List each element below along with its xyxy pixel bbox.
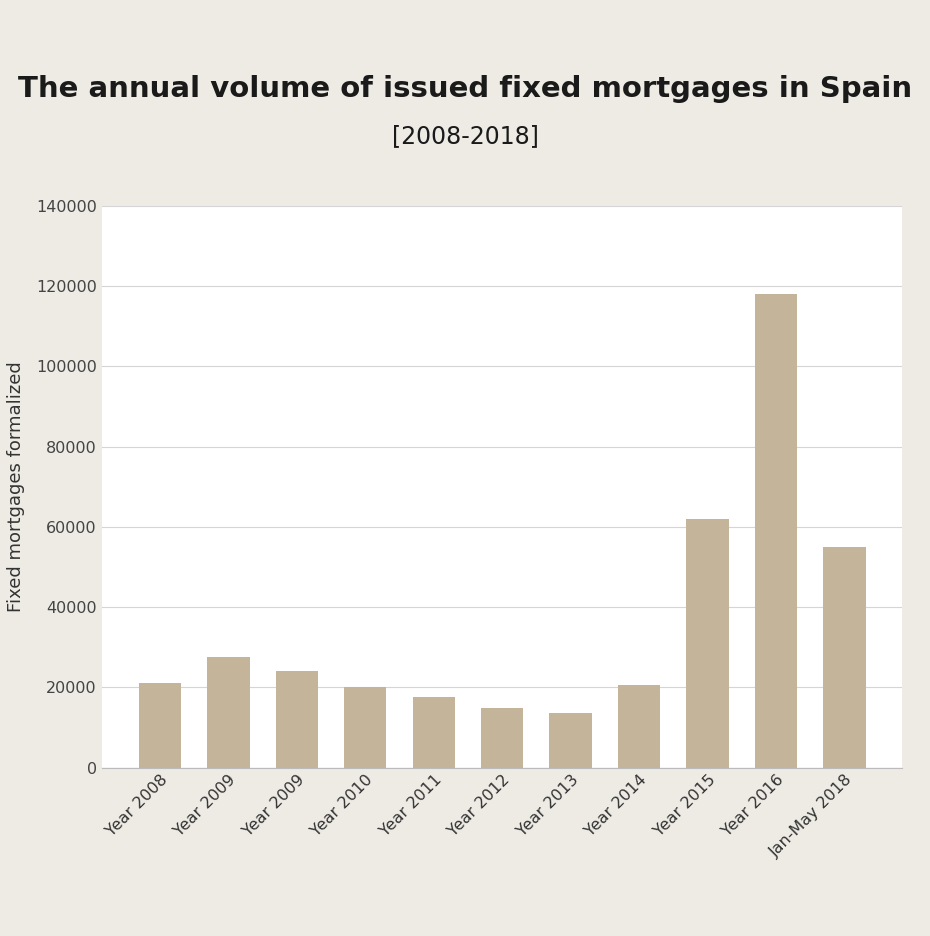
Text: The annual volume of issued fixed mortgages in Spain: The annual volume of issued fixed mortga… (18, 75, 912, 103)
Bar (686, 519, 729, 768)
Bar (823, 547, 866, 768)
Bar (755, 294, 797, 768)
Bar (550, 713, 591, 768)
Bar (481, 709, 524, 768)
Bar (618, 685, 660, 768)
Bar (413, 697, 455, 768)
Bar (275, 671, 318, 768)
Text: [2008-2018]: [2008-2018] (392, 124, 538, 148)
Y-axis label: Fixed mortgages formalized: Fixed mortgages formalized (7, 361, 25, 612)
Bar (207, 657, 249, 768)
Bar (139, 683, 181, 768)
Bar (344, 687, 387, 768)
